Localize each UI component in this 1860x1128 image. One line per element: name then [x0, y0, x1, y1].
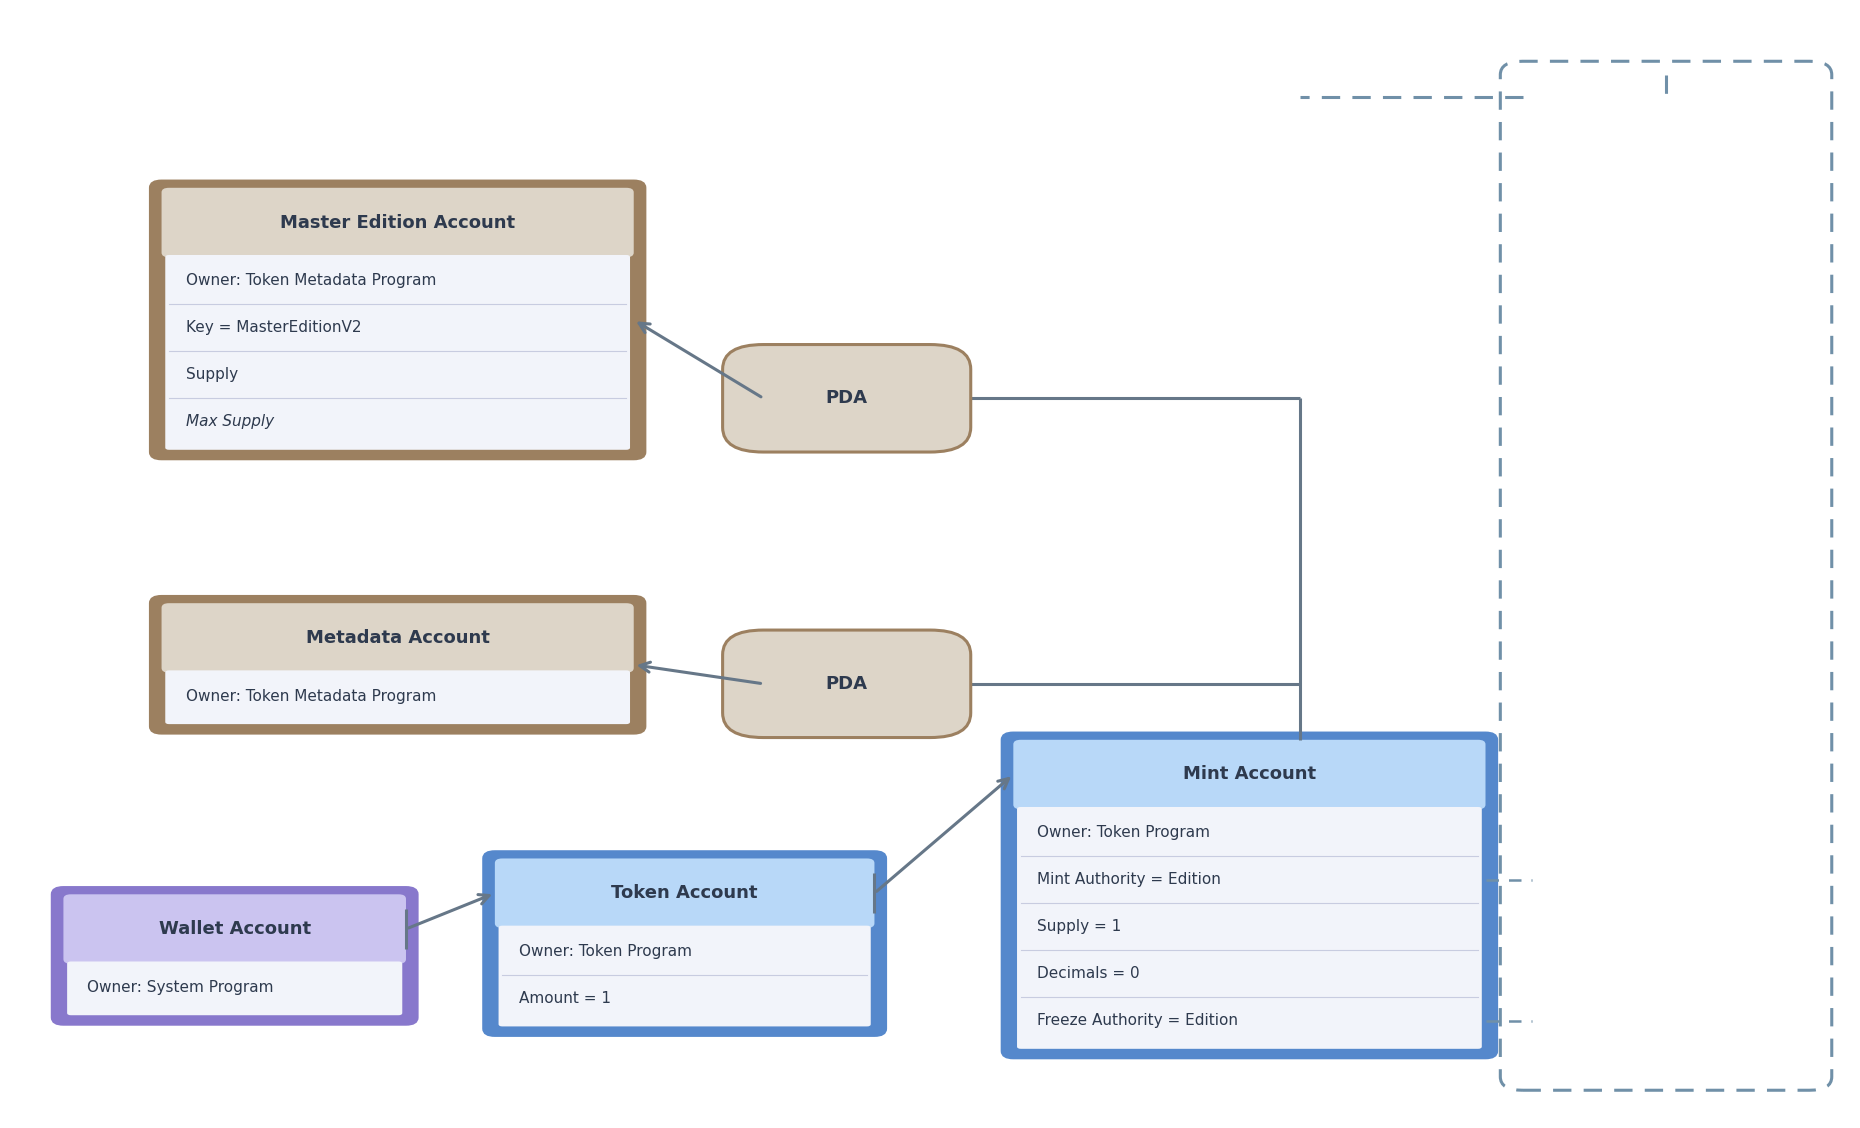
Text: Mint Account: Mint Account: [1183, 766, 1317, 784]
FancyBboxPatch shape: [162, 603, 634, 672]
FancyBboxPatch shape: [52, 888, 417, 1024]
Text: PDA: PDA: [826, 675, 867, 693]
Text: Owner: Token Metadata Program: Owner: Token Metadata Program: [186, 688, 435, 704]
FancyBboxPatch shape: [162, 187, 634, 257]
Text: Master Edition Account: Master Edition Account: [281, 213, 515, 231]
Text: Owner: Token Metadata Program: Owner: Token Metadata Program: [186, 273, 435, 289]
FancyBboxPatch shape: [63, 895, 405, 963]
FancyBboxPatch shape: [724, 344, 971, 452]
FancyBboxPatch shape: [1003, 733, 1497, 1058]
FancyBboxPatch shape: [495, 858, 874, 928]
FancyBboxPatch shape: [484, 852, 885, 1036]
FancyBboxPatch shape: [151, 597, 645, 733]
Text: Token Account: Token Account: [612, 884, 757, 902]
Text: PDA: PDA: [826, 389, 867, 407]
FancyBboxPatch shape: [67, 961, 402, 1015]
Text: Owner: Token Program: Owner: Token Program: [1038, 826, 1211, 840]
FancyBboxPatch shape: [1017, 807, 1482, 1049]
Text: Max Supply: Max Supply: [186, 414, 273, 430]
Text: Mint Authority = Edition: Mint Authority = Edition: [1038, 872, 1222, 888]
FancyBboxPatch shape: [166, 255, 631, 450]
FancyBboxPatch shape: [151, 182, 645, 459]
Text: Freeze Authority = Edition: Freeze Authority = Edition: [1038, 1013, 1239, 1029]
FancyBboxPatch shape: [1014, 740, 1486, 809]
Text: Supply = 1: Supply = 1: [1038, 919, 1122, 934]
Text: Key = MasterEditionV2: Key = MasterEditionV2: [186, 320, 361, 335]
Text: Decimals = 0: Decimals = 0: [1038, 967, 1140, 981]
FancyBboxPatch shape: [724, 631, 971, 738]
Text: Wallet Account: Wallet Account: [158, 920, 311, 938]
Text: Metadata Account: Metadata Account: [305, 629, 489, 646]
Text: Owner: Token Program: Owner: Token Program: [519, 944, 692, 959]
FancyBboxPatch shape: [166, 670, 631, 724]
Text: Amount = 1: Amount = 1: [519, 990, 610, 1006]
FancyBboxPatch shape: [498, 926, 870, 1026]
Text: Supply: Supply: [186, 368, 238, 382]
Text: Owner: System Program: Owner: System Program: [87, 980, 273, 995]
